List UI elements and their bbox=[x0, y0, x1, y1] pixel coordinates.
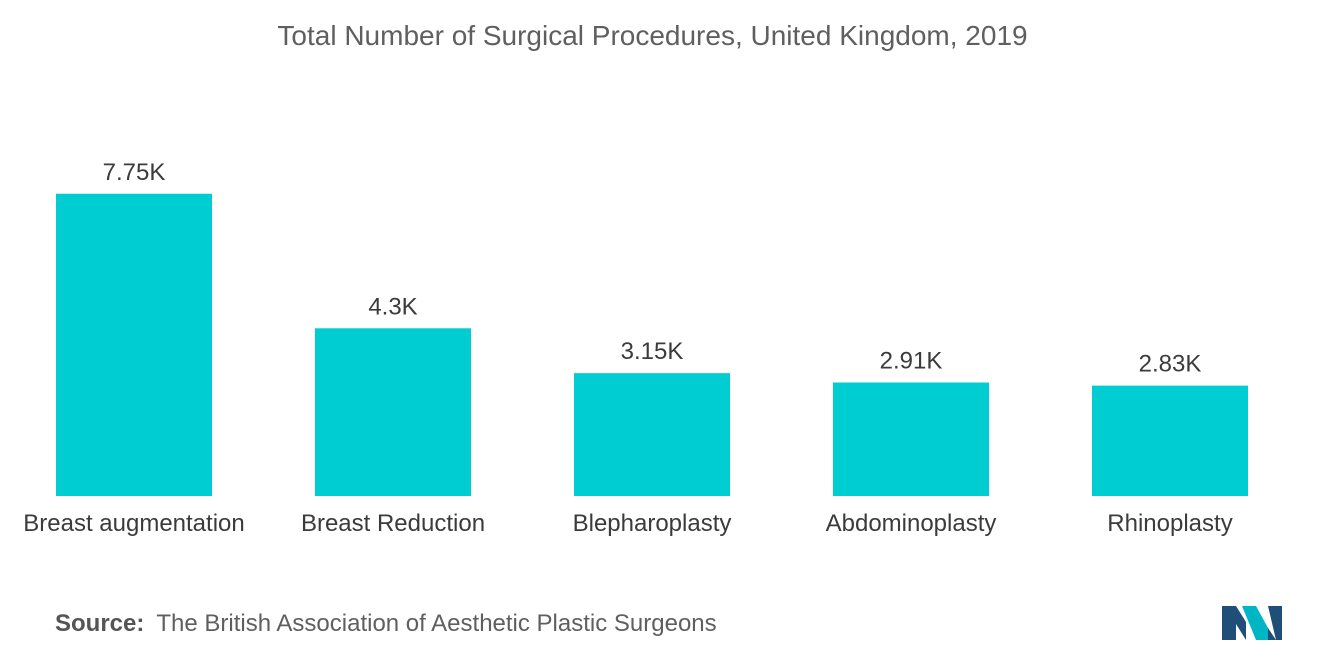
bar-value-label: 3.15K bbox=[621, 338, 684, 365]
source-text: The British Association of Aesthetic Pla… bbox=[156, 610, 717, 637]
chart-title: Total Number of Surgical Procedures, Uni… bbox=[277, 20, 1028, 51]
value-labels-layer: 7.75K 4.3K 3.15K 2.91K 2.83K bbox=[103, 159, 1202, 378]
bar-breast-augmentation bbox=[56, 193, 212, 496]
bar-value-label: 2.83K bbox=[1139, 351, 1202, 378]
bar-value-label: 4.3K bbox=[368, 293, 417, 320]
logo-shape-right bbox=[1268, 606, 1282, 640]
bar-breast-reduction bbox=[315, 328, 471, 496]
source-note: Source: The British Association of Aesthe… bbox=[55, 610, 717, 638]
bar-value-label: 2.91K bbox=[880, 348, 943, 375]
category-labels-layer: Breast augmentation Breast Reduction Bleph… bbox=[23, 510, 1232, 537]
category-label: Breast Reduction bbox=[301, 510, 485, 537]
source-label: Source: bbox=[55, 610, 145, 637]
bar-abdominoplasty bbox=[833, 382, 989, 496]
bar-blepharoplasty bbox=[574, 373, 730, 496]
bar-rhinoplasty bbox=[1092, 385, 1248, 496]
bars-layer bbox=[56, 193, 1248, 496]
bar-value-label: 7.75K bbox=[103, 159, 166, 186]
mordor-intelligence-logo-icon bbox=[1222, 606, 1282, 640]
logo-shape-left bbox=[1222, 606, 1246, 640]
category-label: Blepharoplasty bbox=[573, 510, 732, 537]
category-label: Abdominoplasty bbox=[826, 510, 997, 537]
category-label: Breast augmentation bbox=[23, 510, 244, 537]
category-label: Rhinoplasty bbox=[1107, 510, 1232, 537]
logo-shape-middle bbox=[1242, 606, 1268, 640]
